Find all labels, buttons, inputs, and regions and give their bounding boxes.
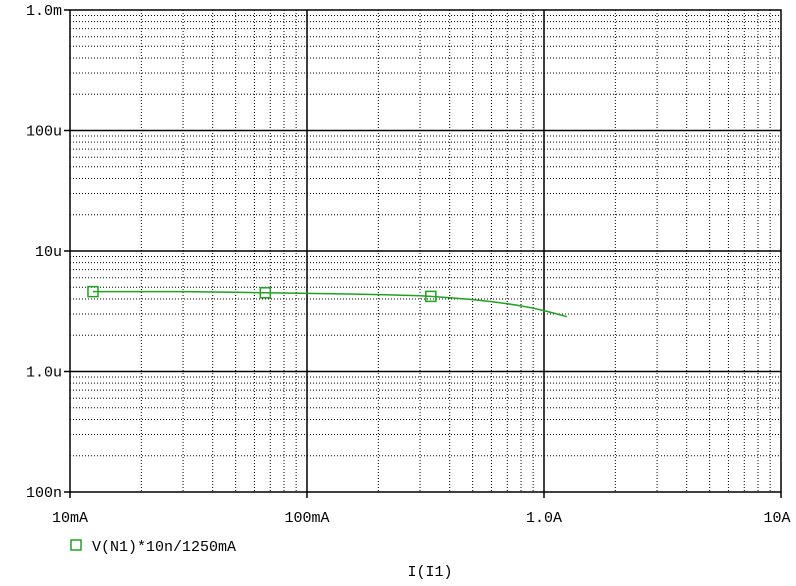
- major-grid: [70, 10, 781, 492]
- y-tick-label: 1.0u: [26, 365, 62, 382]
- x-tick-label: 1.0A: [526, 510, 562, 527]
- series-layer: [87, 285, 568, 318]
- x-axis-label: I(I1): [407, 564, 452, 581]
- y-tick-label: 100n: [26, 485, 62, 502]
- x-axis-tick-labels: 10mA 100mA 1.0A 10A: [52, 492, 791, 527]
- legend: V(N1)*10n/1250mA: [70, 539, 236, 556]
- y-tick-label: 1.0m: [26, 3, 62, 20]
- x-tick-label: 10A: [763, 510, 790, 527]
- y-tick-label: 10u: [35, 244, 62, 261]
- legend-square-marker: [70, 539, 82, 551]
- series-line: [93, 290, 568, 318]
- x-tick-label: 10mA: [52, 510, 88, 527]
- series-square-marker: [425, 290, 437, 303]
- y-tick-label: 100u: [26, 124, 62, 141]
- series-square-marker: [87, 285, 99, 298]
- series-square-marker: [259, 287, 272, 299]
- x-tick-label: 100mA: [284, 510, 329, 527]
- legend-series-label: V(N1)*10n/1250mA: [92, 539, 236, 556]
- y-axis-tick-labels: 1.0m 100u 10u 1.0u 100n: [26, 3, 70, 502]
